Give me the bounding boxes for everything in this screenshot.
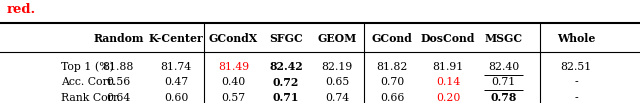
Text: 0.71: 0.71 xyxy=(492,77,516,87)
Text: DosCond: DosCond xyxy=(421,33,475,44)
Text: Top 1 (%): Top 1 (%) xyxy=(61,62,114,72)
Text: SFGC: SFGC xyxy=(269,33,303,44)
Text: 82.40: 82.40 xyxy=(488,62,519,72)
Text: 0.74: 0.74 xyxy=(325,93,349,103)
Text: 0.20: 0.20 xyxy=(436,93,460,103)
Text: Random: Random xyxy=(93,33,143,44)
Text: 0.70: 0.70 xyxy=(380,77,404,87)
Text: 0.78: 0.78 xyxy=(490,92,517,103)
Text: 82.19: 82.19 xyxy=(322,62,353,72)
Text: 0.57: 0.57 xyxy=(221,93,246,103)
Text: 81.74: 81.74 xyxy=(161,62,191,72)
Text: 82.42: 82.42 xyxy=(269,61,303,72)
Text: 0.14: 0.14 xyxy=(436,77,460,87)
Text: 0.60: 0.60 xyxy=(164,93,188,103)
Text: 81.49: 81.49 xyxy=(218,62,249,72)
Text: GCondX: GCondX xyxy=(209,33,258,44)
Text: 81.82: 81.82 xyxy=(376,62,408,72)
Text: 81.91: 81.91 xyxy=(433,62,463,72)
Text: 0.40: 0.40 xyxy=(221,77,246,87)
Text: GEOM: GEOM xyxy=(317,33,357,44)
Text: GCond: GCond xyxy=(372,33,413,44)
Text: 0.47: 0.47 xyxy=(164,77,188,87)
Text: 0.71: 0.71 xyxy=(273,92,300,103)
Text: 0.65: 0.65 xyxy=(325,77,349,87)
Text: -: - xyxy=(574,77,578,87)
Text: 81.88: 81.88 xyxy=(102,62,134,72)
Text: red.: red. xyxy=(6,3,36,16)
Text: 0.56: 0.56 xyxy=(106,77,131,87)
Text: 0.66: 0.66 xyxy=(380,93,404,103)
Text: MSGC: MSGC xyxy=(484,33,523,44)
Text: 82.51: 82.51 xyxy=(561,62,591,72)
Text: Acc. Corr.: Acc. Corr. xyxy=(61,77,115,87)
Text: K-Center: K-Center xyxy=(148,33,204,44)
Text: Rank Corr.: Rank Corr. xyxy=(61,93,120,103)
Text: Whole: Whole xyxy=(557,33,595,44)
Text: 0.72: 0.72 xyxy=(273,77,300,88)
Text: 0.64: 0.64 xyxy=(106,93,131,103)
Text: -: - xyxy=(574,93,578,103)
